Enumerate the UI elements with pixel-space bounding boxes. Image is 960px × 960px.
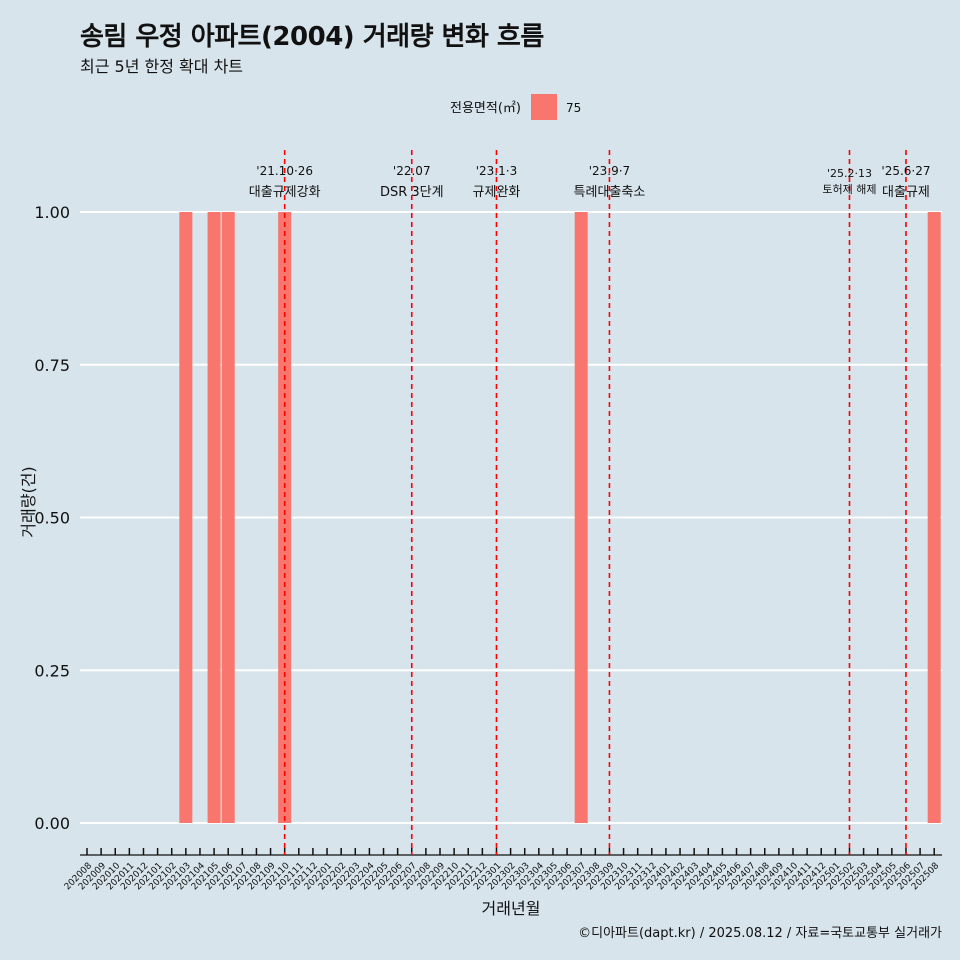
legend-swatch xyxy=(531,94,557,120)
legend-entry: 75 xyxy=(566,101,581,115)
event-label: 대출규제강화 xyxy=(249,185,321,200)
event-date-label: '25.6·27 xyxy=(881,164,930,178)
event-date-label: '23.1·3 xyxy=(476,164,517,178)
x-axis-title: 거래년월 xyxy=(482,899,541,918)
bar xyxy=(574,212,588,823)
bar xyxy=(207,212,221,823)
chart-title: 송림 우정 아파트(2004) 거래량 변화 흐름 xyxy=(80,22,544,52)
bar xyxy=(927,212,941,823)
y-tick-label: 0.75 xyxy=(34,356,70,375)
chart-subtitle: 최근 5년 한정 확대 차트 xyxy=(80,57,244,76)
event-date-label: '22.07 xyxy=(393,164,431,178)
event-label: 규제완화 xyxy=(473,185,521,200)
event-label: 특례대출축소 xyxy=(574,185,646,200)
event-label: 토허제 해제 xyxy=(822,182,876,196)
source-caption: ©디아파트(dapt.kr) / 2025.08.12 / 자료=국토교통부 실… xyxy=(578,926,942,941)
y-tick-label: 0.00 xyxy=(34,814,70,833)
bar xyxy=(179,212,193,823)
event-date-label: '21.10·26 xyxy=(256,164,313,178)
legend-title: 전용면적(㎡) xyxy=(450,101,521,116)
event-date-label: '23.9·7 xyxy=(589,164,630,178)
y-tick-label: 1.00 xyxy=(34,203,70,222)
bar xyxy=(278,212,292,823)
y-tick-label: 0.25 xyxy=(34,661,70,680)
bar xyxy=(221,212,235,823)
event-label: 대출규제 xyxy=(882,185,930,200)
y-axis-title: 거래량(건) xyxy=(19,466,38,537)
event-date-label: '25.2·13 xyxy=(827,167,872,180)
event-label: DSR 3단계 xyxy=(380,185,444,200)
y-tick-label: 0.50 xyxy=(34,509,70,528)
